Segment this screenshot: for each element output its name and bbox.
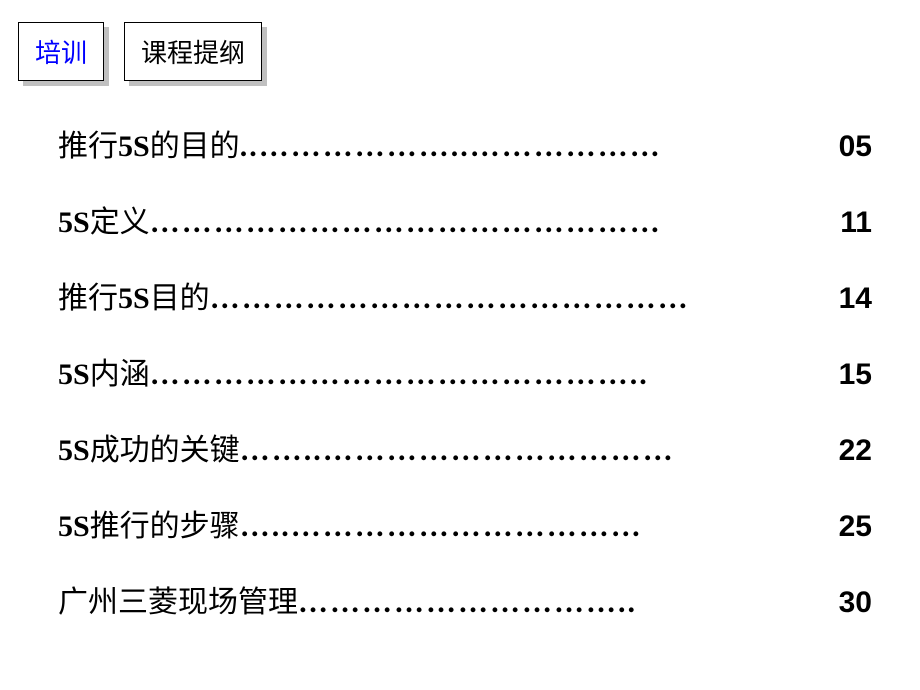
toc-title: 5S成功的关键 xyxy=(58,425,240,469)
toc-page: 05 xyxy=(837,130,872,164)
toc-prefix: 推行 xyxy=(58,130,118,163)
toc-bold: 5S xyxy=(58,434,90,467)
toc-prefix: 推行 xyxy=(58,282,118,315)
toc-item: 5S内涵 ……………………………………….. 15 xyxy=(58,349,872,393)
toc-suffix: 的目的 xyxy=(150,130,240,163)
toc-title: 5S定义 xyxy=(58,197,150,241)
toc-dots: ..………………..……………… xyxy=(240,130,837,164)
toc-page: 30 xyxy=(837,586,872,620)
toc-page: 11 xyxy=(838,206,872,240)
toc-suffix: 目的 xyxy=(150,282,210,315)
toc-dots: ……………………………………….. xyxy=(150,358,837,392)
toc-suffix: 定义 xyxy=(90,206,150,239)
toc-item: 推行5S目的 ……………………………………… 14 xyxy=(58,273,872,317)
header-box-2-wrapper: 课程提纲 xyxy=(124,22,262,81)
toc-title: 5S推行的步骤 xyxy=(58,501,240,545)
header-container: 培训 课程提纲 xyxy=(0,0,920,81)
toc-container: 推行5S的目的 ..………………..……………… 05 5S定义 …………………… xyxy=(0,81,920,621)
toc-suffix: 成功的关键 xyxy=(90,434,240,467)
toc-title: 广州三菱现场管理 xyxy=(58,577,298,621)
toc-title: 推行5S目的 xyxy=(58,273,210,317)
toc-item: 5S定义 ………………………………………… 11 xyxy=(58,197,872,241)
header-box-outline: 课程提纲 xyxy=(124,22,262,81)
toc-dots: ……………………………………… xyxy=(210,282,837,316)
toc-item: 5S成功的关键 ……..…………………………… 22 xyxy=(58,425,872,469)
toc-item: 推行5S的目的 ..………………..……………… 05 xyxy=(58,121,872,165)
toc-page: 14 xyxy=(837,282,872,316)
toc-bold: 5S xyxy=(118,282,150,315)
toc-item: 广州三菱现场管理 ………………………….. 30 xyxy=(58,577,872,621)
toc-bold: 5S xyxy=(118,130,150,163)
toc-dots: …..…………………………… xyxy=(240,510,837,544)
toc-item: 5S推行的步骤 …..…………………………… 25 xyxy=(58,501,872,545)
toc-bold: 5S xyxy=(58,358,90,391)
toc-dots: ……..…………………………… xyxy=(240,434,837,468)
toc-title: 推行5S的目的 xyxy=(58,121,240,165)
toc-title: 5S内涵 xyxy=(58,349,150,393)
toc-suffix: 推行的步骤 xyxy=(90,510,240,543)
toc-page: 25 xyxy=(837,510,872,544)
toc-suffix: 内涵 xyxy=(90,358,150,391)
toc-page: 22 xyxy=(837,434,872,468)
toc-prefix: 广州三菱现场管理 xyxy=(58,586,298,619)
toc-bold: 5S xyxy=(58,206,90,239)
toc-dots: ………………………….. xyxy=(298,586,837,620)
toc-page: 15 xyxy=(837,358,872,392)
toc-dots: ………………………………………… xyxy=(150,206,839,240)
header-box-training: 培训 xyxy=(18,22,104,81)
header-box-1-wrapper: 培训 xyxy=(18,22,104,81)
toc-bold: 5S xyxy=(58,510,90,543)
